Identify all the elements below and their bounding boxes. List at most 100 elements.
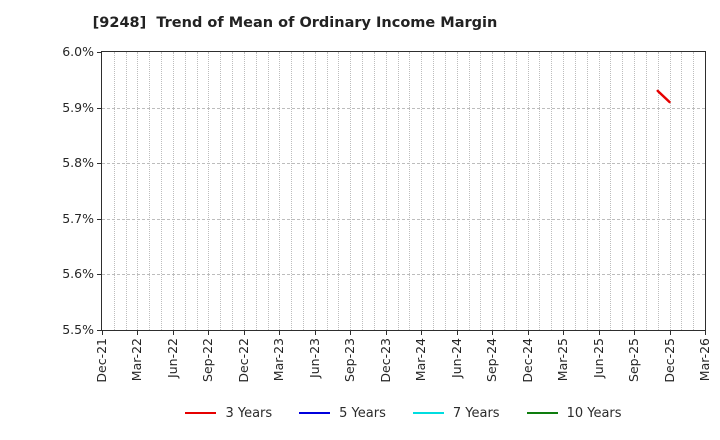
x-tick-mark [669, 331, 671, 335]
vertical-gridline [551, 52, 553, 330]
legend: 3 Years 5 Years 7 Years 10 Years [102, 400, 705, 426]
vertical-gridline [385, 52, 387, 330]
y-axis-label: 5.6% [62, 266, 94, 282]
vertical-gridline [409, 52, 411, 330]
legend-line-swatch [526, 412, 558, 414]
vertical-gridline [397, 52, 399, 330]
y-axis-label: 6.0% [62, 44, 94, 59]
vertical-gridline [172, 52, 174, 330]
x-axis-label: Sep-22 [200, 338, 216, 382]
vertical-gridline [586, 52, 588, 330]
x-tick-mark [421, 331, 423, 335]
legend-item-3-years: 3 Years [185, 406, 272, 421]
vertical-gridline [563, 52, 565, 330]
y-tick-mark [97, 330, 101, 331]
vertical-gridline [137, 52, 139, 330]
vertical-gridline [338, 52, 340, 330]
vertical-gridline [303, 52, 304, 330]
vertical-gridline [456, 52, 458, 330]
vertical-gridline [610, 52, 612, 330]
horizontal-gridline [102, 274, 705, 276]
horizontal-gridline [102, 107, 705, 109]
vertical-gridline [373, 52, 375, 330]
series-line-3-years [656, 89, 671, 104]
x-tick-mark [172, 331, 174, 335]
y-tick-mark [97, 218, 101, 220]
x-tick-mark [456, 331, 458, 335]
x-axis-label: Mar-24 [413, 338, 429, 382]
vertical-gridline [125, 52, 127, 330]
vertical-gridline [539, 52, 541, 330]
vertical-gridline [515, 52, 517, 330]
legend-item-10-years: 10 Years [526, 405, 622, 421]
vertical-gridline [622, 52, 624, 330]
vertical-gridline [314, 52, 316, 330]
legend-item-7-years: 7 Years [412, 406, 500, 421]
x-axis-label: Sep-23 [342, 338, 358, 382]
vertical-gridline [634, 52, 636, 330]
vertical-gridline [527, 52, 529, 330]
vertical-gridline [444, 52, 446, 330]
vertical-gridline [574, 52, 576, 330]
legend-item-5-years: 5 Years [299, 406, 386, 421]
x-axis-label: Dec-21 [94, 338, 109, 383]
x-axis-label: Mar-22 [129, 338, 145, 382]
y-axis-label: 5.7% [62, 210, 94, 226]
vertical-gridline [480, 52, 482, 330]
horizontal-gridline [102, 163, 705, 165]
x-axis-label: Dec-25 [661, 338, 677, 383]
legend-label: 5 Years [339, 405, 386, 421]
x-tick-mark [350, 331, 352, 335]
vertical-gridline [279, 52, 281, 330]
x-axis-label: Jun-24 [448, 338, 464, 378]
x-tick-mark [279, 331, 281, 335]
x-tick-mark [137, 331, 139, 335]
vertical-gridline [161, 52, 163, 330]
x-tick-mark [634, 331, 636, 335]
x-tick-mark [243, 331, 245, 335]
vertical-gridline [350, 52, 352, 330]
vertical-gridline [196, 52, 198, 330]
y-tick-mark [97, 274, 101, 276]
vertical-gridline [291, 52, 293, 330]
vertical-gridline [184, 52, 186, 330]
x-tick-mark [598, 331, 600, 335]
x-tick-mark [385, 331, 387, 335]
vertical-gridline [255, 52, 257, 330]
x-axis-label: Mar-23 [271, 338, 287, 382]
y-axis-label: 5.8% [62, 155, 94, 171]
vertical-gridline [492, 52, 494, 330]
x-axis-label: Dec-22 [235, 338, 251, 383]
vertical-gridline [645, 52, 647, 330]
x-axis-label: Sep-25 [626, 338, 642, 382]
vertical-gridline [657, 52, 659, 330]
legend-label: 3 Years [225, 405, 273, 421]
vertical-gridline [362, 52, 364, 330]
vertical-gridline [208, 52, 210, 330]
vertical-gridline [232, 52, 234, 330]
x-tick-mark [492, 331, 494, 335]
horizontal-gridline [102, 218, 705, 220]
y-tick-mark [97, 163, 101, 165]
vertical-gridline [598, 52, 600, 330]
vertical-gridline [693, 52, 695, 330]
vertical-gridline [681, 52, 683, 330]
legend-label: 10 Years [566, 405, 622, 421]
x-axis-label: Mar-26 [697, 338, 712, 382]
series-layer [656, 89, 671, 104]
vertical-gridline [468, 52, 470, 330]
x-axis-label: Jun-22 [164, 338, 180, 378]
vertical-gridline [421, 52, 423, 330]
plot-area [101, 51, 706, 331]
vertical-gridline [669, 52, 671, 330]
y-axis-label: 5.5% [62, 322, 94, 337]
vertical-gridline [267, 52, 269, 330]
legend-line-swatch [185, 412, 217, 414]
x-tick-mark [208, 331, 210, 335]
x-tick-mark [314, 331, 316, 335]
vertical-gridline [149, 52, 151, 330]
x-axis-label: Dec-23 [377, 338, 393, 383]
vertical-gridline [113, 52, 115, 330]
y-tick-mark [97, 107, 101, 109]
